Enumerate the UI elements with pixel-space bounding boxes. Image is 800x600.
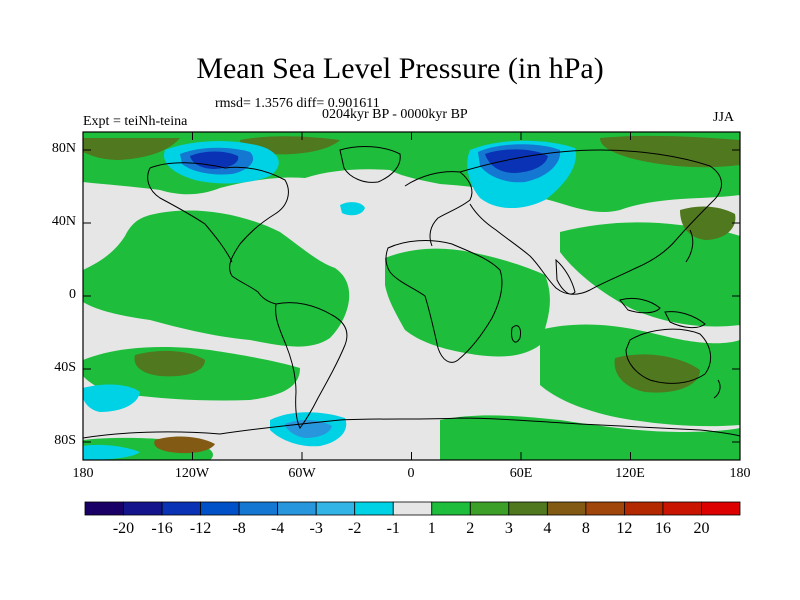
axis-ticks <box>83 132 740 460</box>
y-tick-label: 0 <box>69 287 76 302</box>
colorbar-swatch <box>200 501 240 516</box>
y-tick-label: 80S <box>54 433 76 448</box>
colorbar-label: -2 <box>348 520 362 537</box>
colorbar-swatch <box>546 501 587 516</box>
x-tick-label: 0 <box>407 466 415 481</box>
colorbar-label: -16 <box>151 520 173 537</box>
colorbar-swatch <box>123 501 163 516</box>
experiment-label: Expt = teiNh-teina <box>83 114 188 129</box>
africa-coast <box>385 240 503 363</box>
colorbar-label: -20 <box>112 520 135 537</box>
colorbar-swatch <box>662 501 702 516</box>
colorbar-swatch <box>701 501 741 516</box>
x-tick-label: 60W <box>288 466 316 481</box>
season-label: JJA <box>713 110 735 125</box>
map-title: Mean Sea Level Pressure (in hPa) <box>196 52 604 85</box>
antarctica-coast <box>82 417 741 439</box>
colorbar-label: 20 <box>693 520 710 537</box>
colorbar-label: 8 <box>581 520 590 537</box>
colorbar-label: -8 <box>232 520 246 537</box>
negative-anomaly-field <box>83 140 576 460</box>
colorbar-swatch <box>392 501 433 516</box>
y-tick-label: 80N <box>51 141 76 156</box>
colorbar-swatch <box>624 501 664 516</box>
colorbar-swatch <box>315 501 356 516</box>
colorbar-swatch <box>469 501 510 516</box>
stats-text: rmsd= 1.3576 diff= 0.901611 <box>215 96 380 111</box>
colorbar-swatch <box>585 501 625 516</box>
x-tick-label: 60E <box>509 466 533 481</box>
colorbar-swatch <box>431 501 471 516</box>
colorbar-label: -12 <box>189 520 212 537</box>
coastlines <box>82 146 741 439</box>
colorbar-label: 3 <box>504 520 513 537</box>
x-tick-label: 120E <box>615 466 645 481</box>
strong-positive-anomaly-field <box>83 135 740 454</box>
colorbar-swatch <box>238 501 279 516</box>
colorbar-label: -1 <box>386 520 400 537</box>
south-america-coast <box>275 302 348 429</box>
colorbar-swatch <box>84 501 124 516</box>
europe-coast <box>404 171 473 247</box>
north-america-coast <box>149 162 289 305</box>
colorbar-swatch <box>277 501 317 516</box>
australia-coast <box>625 328 712 384</box>
colorbar-swatch <box>354 501 394 516</box>
x-tick-label: 180 <box>729 466 751 481</box>
x-tick-label: 120W <box>174 466 210 481</box>
period-text: 0204kyr BP - 0000kyr BP <box>322 107 468 122</box>
y-tick-label: 40N <box>51 214 76 229</box>
colorbar-label: 16 <box>654 520 671 537</box>
colorbar-label: 12 <box>616 520 633 537</box>
greenland-coast <box>339 146 401 183</box>
colorbar-label: 4 <box>543 520 552 537</box>
colorbar-label: -3 <box>309 520 323 537</box>
colorbar-swatch <box>161 501 201 516</box>
asia-coast <box>459 149 722 295</box>
colorbar-label: 2 <box>466 520 475 537</box>
colorbar-swatch <box>508 501 548 516</box>
colorbar-label: 1 <box>427 520 436 537</box>
x-tick-label: 180 <box>72 466 94 481</box>
colorbar <box>84 501 741 516</box>
colorbar-label: -4 <box>270 520 285 537</box>
y-tick-label: 40S <box>54 360 76 375</box>
